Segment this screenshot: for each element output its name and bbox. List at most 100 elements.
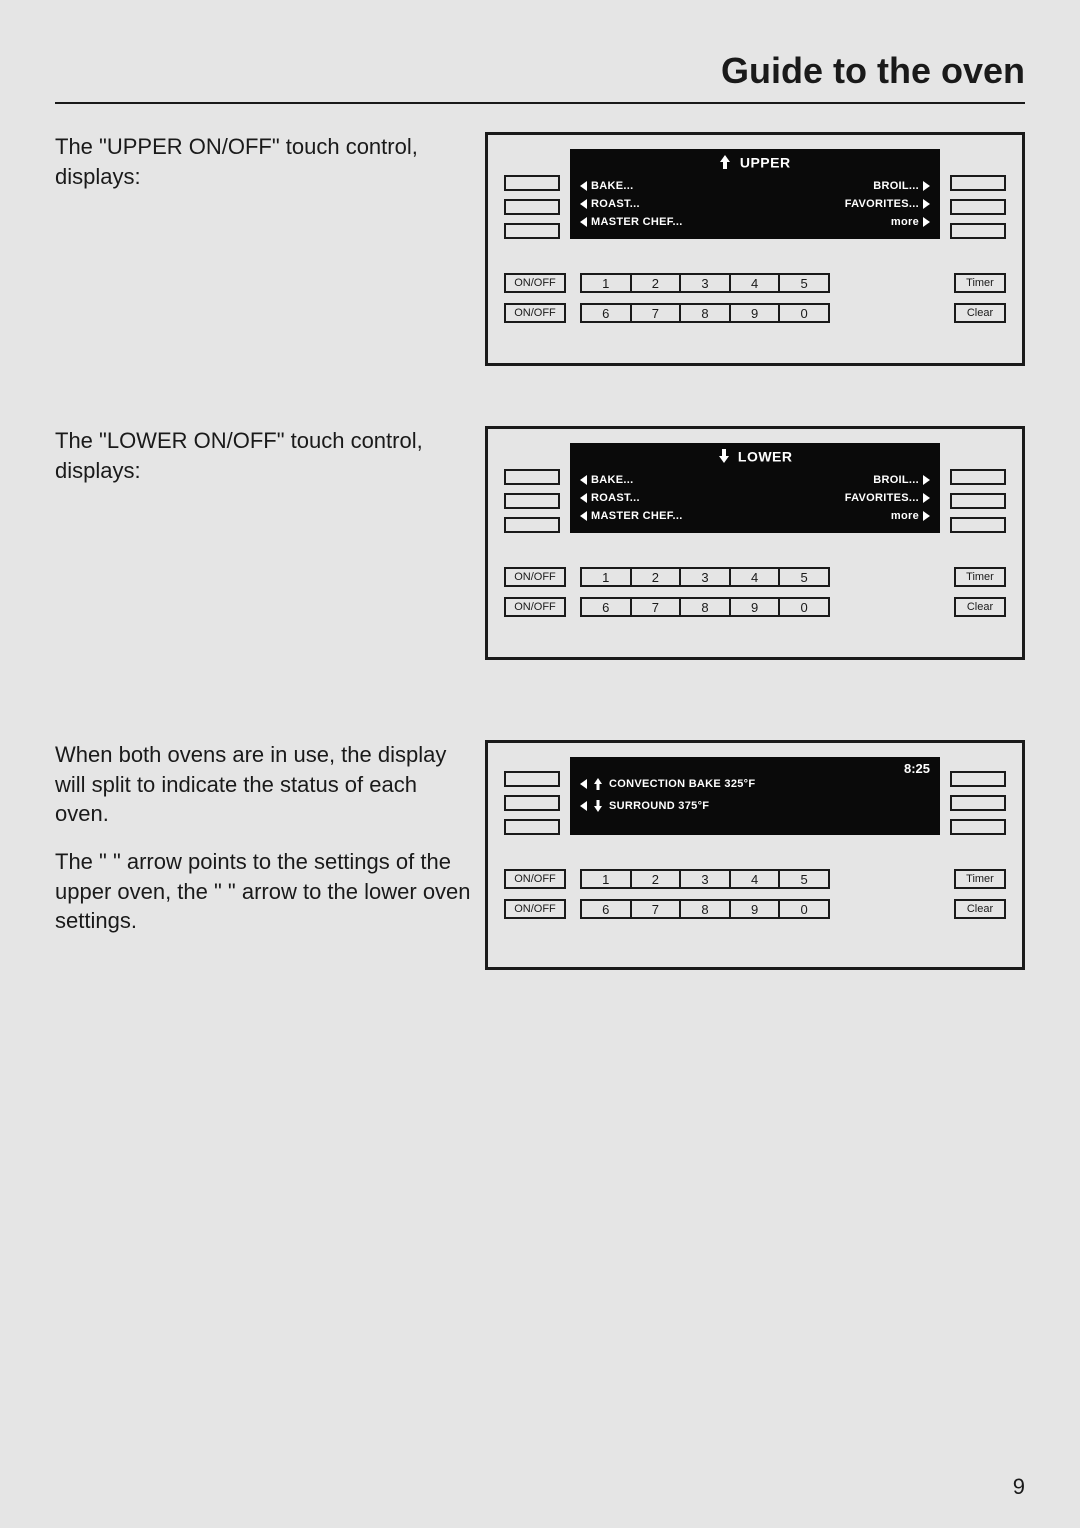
key-1[interactable]: 1 bbox=[582, 569, 632, 585]
key-6[interactable]: 6 bbox=[582, 305, 632, 321]
side-button[interactable] bbox=[504, 469, 560, 485]
key-2[interactable]: 2 bbox=[632, 569, 682, 585]
side-button[interactable] bbox=[950, 795, 1006, 811]
side-button[interactable] bbox=[950, 819, 1006, 835]
side-button[interactable] bbox=[504, 223, 560, 239]
menu-item-masterchef[interactable]: MASTER CHEF... bbox=[580, 507, 683, 525]
key-2[interactable]: 2 bbox=[632, 275, 682, 291]
key-6[interactable]: 6 bbox=[582, 901, 632, 917]
caret-right-icon bbox=[923, 199, 930, 209]
key-3[interactable]: 3 bbox=[681, 275, 731, 291]
onoff-button[interactable]: ON/OFF bbox=[504, 869, 566, 889]
key-6[interactable]: 6 bbox=[582, 599, 632, 615]
menu-item-roast[interactable]: ROAST... bbox=[580, 489, 640, 507]
side-button[interactable] bbox=[950, 493, 1006, 509]
menu-item-more[interactable]: more bbox=[891, 507, 930, 525]
key-3[interactable]: 3 bbox=[681, 871, 731, 887]
caption-split: When both ovens are in use, the display … bbox=[55, 740, 485, 954]
keypad: ON/OFF 1 2 3 4 5 Timer ON/OFF 6 7 bbox=[504, 273, 1006, 323]
side-button[interactable] bbox=[950, 771, 1006, 787]
clear-button[interactable]: Clear bbox=[954, 899, 1006, 919]
key-5[interactable]: 5 bbox=[780, 569, 828, 585]
menu-item-more[interactable]: more bbox=[891, 213, 930, 231]
side-button[interactable] bbox=[950, 223, 1006, 239]
onoff-button[interactable]: ON/OFF bbox=[504, 597, 566, 617]
number-row-2: 6 7 8 9 0 bbox=[580, 303, 830, 323]
key-2[interactable]: 2 bbox=[632, 871, 682, 887]
number-row-1: 1 2 3 4 5 bbox=[580, 567, 830, 587]
panel-lower: LOWER BAKE... BROIL... bbox=[485, 426, 1025, 660]
status-rows: CONVECTION BAKE 325°F SURROUND 375°F bbox=[580, 773, 930, 817]
clear-button[interactable]: Clear bbox=[954, 597, 1006, 617]
key-7[interactable]: 7 bbox=[632, 901, 682, 917]
menu-item-bake[interactable]: BAKE... bbox=[580, 471, 633, 489]
key-4[interactable]: 4 bbox=[731, 871, 781, 887]
key-9[interactable]: 9 bbox=[731, 599, 781, 615]
onoff-button[interactable]: ON/OFF bbox=[504, 567, 566, 587]
side-button[interactable] bbox=[950, 175, 1006, 191]
menu-rows: BAKE... BROIL... ROAST... bbox=[580, 471, 930, 525]
screen-header: UPPER bbox=[570, 153, 940, 170]
title-rule bbox=[55, 102, 1025, 104]
menu-item-bake[interactable]: BAKE... bbox=[580, 177, 633, 195]
left-side-buttons bbox=[504, 757, 560, 835]
left-side-buttons bbox=[504, 443, 560, 533]
onoff-button[interactable]: ON/OFF bbox=[504, 303, 566, 323]
timer-button[interactable]: Timer bbox=[954, 869, 1006, 889]
keypad: ON/OFF 1 2 3 4 5 Timer ON/OFF 6 7 bbox=[504, 869, 1006, 919]
timer-button[interactable]: Timer bbox=[954, 273, 1006, 293]
key-8[interactable]: 8 bbox=[681, 901, 731, 917]
key-8[interactable]: 8 bbox=[681, 305, 731, 321]
menu-item-broil[interactable]: BROIL... bbox=[873, 471, 930, 489]
menu-item-roast[interactable]: ROAST... bbox=[580, 195, 640, 213]
side-button[interactable] bbox=[950, 199, 1006, 215]
key-4[interactable]: 4 bbox=[731, 569, 781, 585]
timer-button[interactable]: Timer bbox=[954, 567, 1006, 587]
oven-screen-lower: LOWER BAKE... BROIL... bbox=[570, 443, 940, 533]
key-5[interactable]: 5 bbox=[780, 871, 828, 887]
key-1[interactable]: 1 bbox=[582, 275, 632, 291]
side-button[interactable] bbox=[504, 175, 560, 191]
side-button[interactable] bbox=[950, 517, 1006, 533]
onoff-button[interactable]: ON/OFF bbox=[504, 899, 566, 919]
key-0[interactable]: 0 bbox=[780, 305, 828, 321]
key-8[interactable]: 8 bbox=[681, 599, 731, 615]
menu-item-broil[interactable]: BROIL... bbox=[873, 177, 930, 195]
key-1[interactable]: 1 bbox=[582, 871, 632, 887]
clear-button[interactable]: Clear bbox=[954, 303, 1006, 323]
section-split: When both ovens are in use, the display … bbox=[55, 740, 1025, 970]
key-0[interactable]: 0 bbox=[780, 599, 828, 615]
side-button[interactable] bbox=[504, 199, 560, 215]
key-4[interactable]: 4 bbox=[731, 275, 781, 291]
menu-item-favorites[interactable]: FAVORITES... bbox=[845, 195, 930, 213]
arrow-down-icon bbox=[593, 800, 603, 812]
side-button[interactable] bbox=[504, 493, 560, 509]
side-button[interactable] bbox=[504, 819, 560, 835]
menu-item-favorites[interactable]: FAVORITES... bbox=[845, 489, 930, 507]
key-5[interactable]: 5 bbox=[780, 275, 828, 291]
key-7[interactable]: 7 bbox=[632, 599, 682, 615]
arrow-up-icon bbox=[719, 155, 731, 169]
arrow-up-icon bbox=[593, 778, 603, 790]
panel-upper: UPPER BAKE... BROIL... bbox=[485, 132, 1025, 366]
side-button[interactable] bbox=[950, 469, 1006, 485]
status-upper[interactable]: CONVECTION BAKE 325°F bbox=[580, 773, 930, 795]
right-side-buttons bbox=[950, 757, 1006, 835]
caret-right-icon bbox=[923, 493, 930, 503]
key-0[interactable]: 0 bbox=[780, 901, 828, 917]
key-7[interactable]: 7 bbox=[632, 305, 682, 321]
caption-lower: The "LOWER ON/OFF" touch control, displa… bbox=[55, 426, 485, 503]
key-9[interactable]: 9 bbox=[731, 901, 781, 917]
side-button[interactable] bbox=[504, 517, 560, 533]
onoff-button[interactable]: ON/OFF bbox=[504, 273, 566, 293]
panel-split: 8:25 CONVECTION BAKE 325°F SURROUND 375°… bbox=[485, 740, 1025, 970]
key-9[interactable]: 9 bbox=[731, 305, 781, 321]
caret-left-icon bbox=[580, 801, 587, 811]
menu-item-masterchef[interactable]: MASTER CHEF... bbox=[580, 213, 683, 231]
number-row-2: 6 7 8 9 0 bbox=[580, 899, 830, 919]
side-button[interactable] bbox=[504, 795, 560, 811]
status-lower[interactable]: SURROUND 375°F bbox=[580, 795, 930, 817]
caret-right-icon bbox=[923, 217, 930, 227]
side-button[interactable] bbox=[504, 771, 560, 787]
key-3[interactable]: 3 bbox=[681, 569, 731, 585]
